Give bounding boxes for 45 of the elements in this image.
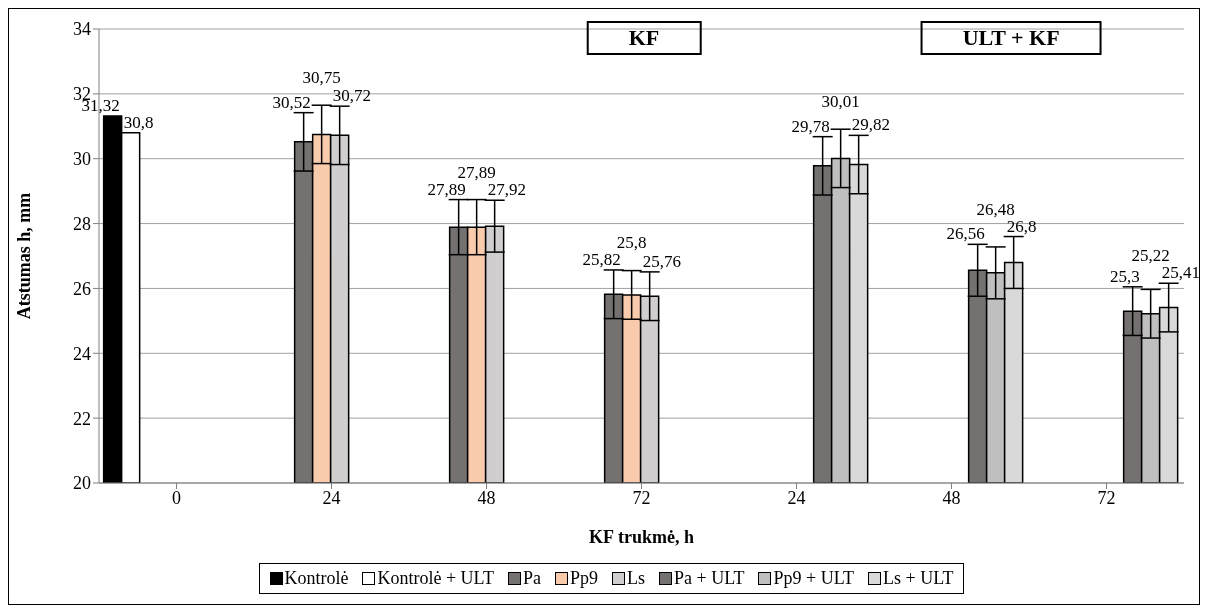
- y-tick-label: 20: [73, 473, 91, 494]
- data-label: 25,3: [1109, 266, 1140, 286]
- data-label: 27,92: [487, 180, 526, 200]
- legend-label: Pa + ULT: [673, 568, 745, 589]
- x-tick-label: 48: [942, 487, 961, 508]
- legend-label: Pa: [521, 568, 541, 589]
- x-tick-label: 48: [477, 487, 496, 508]
- data-label: 30,52: [272, 92, 311, 112]
- data-label: 25,76: [642, 251, 681, 271]
- data-label: 25,8: [616, 232, 647, 252]
- legend-label: Pp9: [568, 568, 598, 589]
- y-tick-label: 30: [73, 149, 91, 170]
- legend-label: Ls + ULT: [882, 568, 954, 589]
- data-label: 30,72: [332, 86, 371, 106]
- data-label: 29,82: [851, 115, 890, 135]
- y-tick-label: 22: [73, 408, 91, 429]
- data-label: 26,48: [976, 199, 1015, 219]
- x-axis-title: KF trukmė, h: [589, 527, 694, 547]
- data-label: 30,75: [302, 68, 341, 88]
- data-label: 26,8: [1006, 216, 1037, 236]
- data-label: 26,56: [946, 224, 985, 244]
- y-tick-label: 26: [73, 278, 91, 299]
- data-label: 25,41: [1161, 263, 1200, 283]
- annotation: ULT + KF: [920, 21, 1102, 55]
- data-label: 30,8: [123, 112, 154, 132]
- x-tick-label: 0: [172, 487, 181, 508]
- legend-label: Pp9 + ULT: [772, 568, 854, 589]
- data-label: 27,89: [427, 179, 466, 199]
- legend-label: Kontrolė + ULT: [376, 568, 494, 589]
- y-tick-label: 24: [73, 343, 91, 364]
- y-tick-label: 34: [73, 19, 91, 40]
- x-tick-label: 72: [632, 487, 651, 508]
- y-axis-title: Atstumas h, mm: [14, 192, 35, 320]
- data-label: 27,89: [457, 162, 496, 182]
- data-label: 25,22: [1131, 246, 1170, 266]
- y-tick-label: 28: [73, 213, 91, 234]
- data-label: 25,82: [582, 249, 621, 269]
- data-label: 29,78: [791, 116, 830, 136]
- x-tick-label: 24: [322, 487, 341, 508]
- data-label: 30,01: [821, 92, 860, 112]
- x-tick-label: 72: [1097, 487, 1116, 508]
- legend-label: Kontrolė: [283, 568, 349, 589]
- annotation: KF: [586, 21, 702, 55]
- legend-label: Ls: [626, 568, 645, 589]
- x-tick-label: 24: [787, 487, 806, 508]
